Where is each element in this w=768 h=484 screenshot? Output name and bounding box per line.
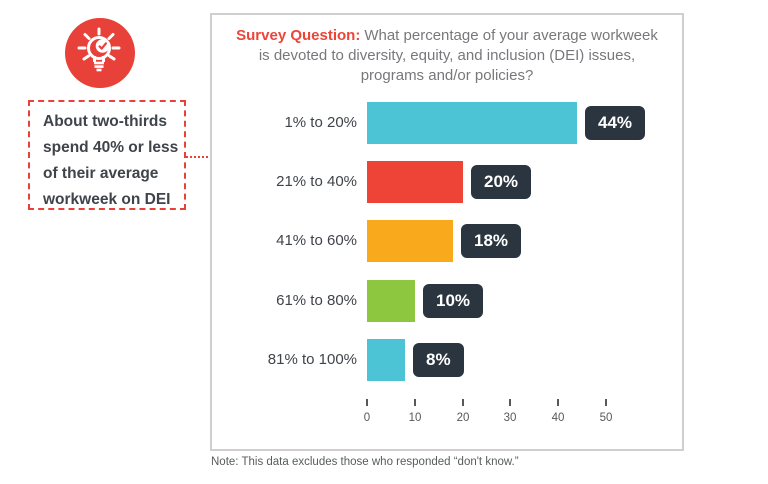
category-label: 1% to 20% [284, 114, 357, 131]
value-badge: 18% [461, 224, 522, 258]
category-label: 81% to 100% [267, 351, 357, 368]
lightbulb-check-icon-svg [65, 18, 135, 88]
value-label: 10% [436, 291, 471, 310]
axis-tick: 0 [347, 399, 387, 426]
tick-label: 40 [551, 412, 565, 424]
value-badge: 20% [471, 165, 532, 199]
bar [367, 339, 405, 381]
tick-mark [366, 399, 368, 406]
bar [367, 280, 415, 322]
bar [367, 220, 453, 262]
title-prefix: Survey Question: [236, 27, 361, 44]
value-label: 8% [426, 350, 451, 369]
axis-tick: 50 [586, 399, 626, 426]
callout-text: About two-thirds spend 40% or less of th… [43, 113, 179, 208]
bar-row: 21% to 40% 20% [212, 161, 682, 203]
category-label: 41% to 60% [276, 232, 357, 249]
bar [367, 161, 463, 203]
tick-label: 0 [363, 412, 371, 424]
value-badge: 8% [413, 343, 464, 377]
value-badge: 10% [423, 284, 484, 318]
tick-label: 20 [456, 412, 470, 424]
callout-box: About two-thirds spend 40% or less of th… [28, 100, 186, 210]
tick-label: 30 [503, 412, 517, 424]
tick-mark [414, 399, 416, 406]
tick-mark [557, 399, 559, 406]
axis-tick: 30 [490, 399, 530, 426]
value-label: 18% [474, 231, 509, 250]
bar-row: 1% to 20% 44% [212, 102, 682, 144]
value-label: 44% [598, 113, 633, 132]
chart-panel: Survey Question: What percentage of your … [210, 13, 684, 451]
category-label: 21% to 40% [276, 173, 357, 190]
title-text: What percentage of your average workweek… [258, 27, 658, 84]
footnote: Note: This data excludes those who respo… [211, 456, 519, 468]
tick-mark [509, 399, 511, 406]
bar-row: 61% to 80% 10% [212, 280, 682, 322]
bar [367, 102, 577, 144]
connector-stub-line [186, 156, 224, 158]
category-label: 61% to 80% [276, 292, 357, 309]
value-label: 20% [484, 172, 519, 191]
tick-mark [605, 399, 607, 406]
tick-mark [462, 399, 464, 406]
axis-tick: 40 [538, 399, 578, 426]
bar-row: 81% to 100% 8% [212, 339, 682, 381]
survey-question-title: Survey Question: What percentage of your … [232, 26, 662, 86]
axis-tick: 10 [395, 399, 435, 426]
tick-label: 50 [599, 412, 613, 424]
tick-label: 10 [408, 412, 422, 424]
axis-tick: 20 [443, 399, 483, 426]
x-axis: 0 10 20 30 40 50 [212, 399, 682, 435]
value-badge: 44% [585, 106, 646, 140]
lightbulb-check-icon [65, 18, 135, 88]
bar-row: 41% to 60% 18% [212, 220, 682, 262]
